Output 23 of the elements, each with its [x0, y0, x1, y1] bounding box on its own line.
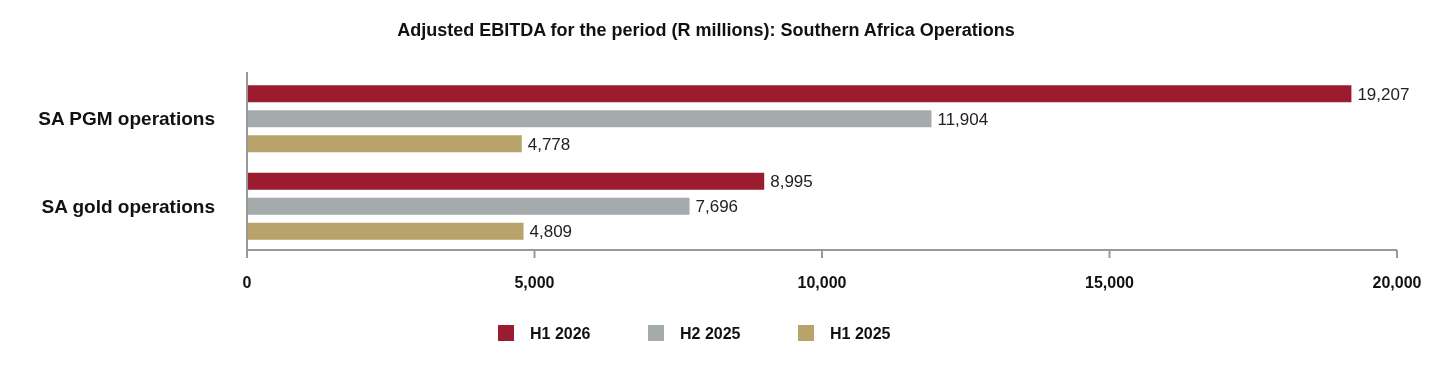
- data-label: 7,696: [695, 197, 739, 217]
- y-tick-label: SA PGM operations: [38, 108, 215, 130]
- bar: [247, 135, 522, 153]
- x-tick-label: 10,000: [797, 273, 847, 291]
- legend-label: H1 2025: [830, 324, 891, 342]
- x-tick-label: 15,000: [1085, 273, 1135, 291]
- x-tick-label: 5,000: [514, 273, 555, 291]
- legend-label: H2 2025: [680, 324, 741, 342]
- x-tick-label: 0: [242, 273, 252, 291]
- data-label: 19,207: [1357, 84, 1410, 104]
- data-label: 8,995: [770, 172, 813, 192]
- x-tick-label: 20,000: [1372, 273, 1422, 291]
- data-label: 11,904: [937, 109, 989, 129]
- bar: [247, 172, 765, 190]
- y-tick-label: SA gold operations: [41, 195, 215, 217]
- data-label: 4,778: [527, 134, 571, 154]
- bar: [247, 110, 932, 128]
- bar: [247, 85, 1352, 103]
- bar: [247, 197, 690, 215]
- legend-label: H1 2026: [530, 324, 591, 342]
- chart-title: Adjusted EBITDA for the period (R millions): Southern Africa Operations: [397, 20, 1015, 40]
- data-label: 4,809: [529, 222, 573, 242]
- bar: [247, 222, 524, 240]
